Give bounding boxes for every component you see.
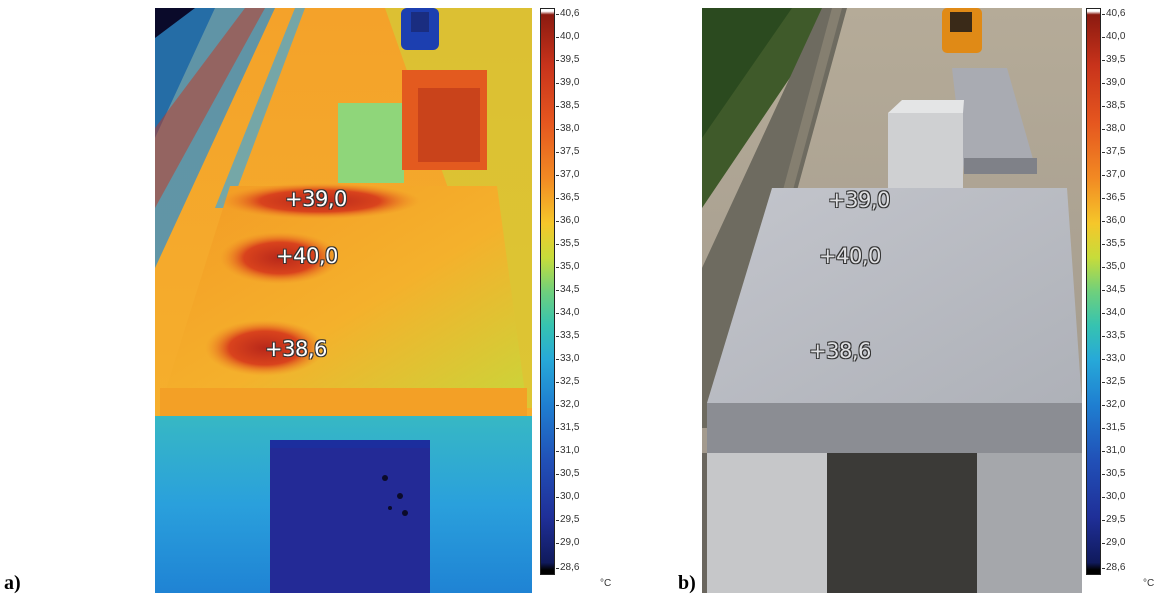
tick-label: 32,0 bbox=[1101, 399, 1126, 410]
spot-temp-1: +39,0 bbox=[828, 188, 890, 212]
tick-label: 37,0 bbox=[555, 169, 580, 180]
tick-label: 32,5 bbox=[555, 376, 580, 387]
photo-scene bbox=[702, 8, 1082, 593]
tick-label: 37,5 bbox=[1101, 146, 1126, 157]
tick-label: 33,0 bbox=[1101, 353, 1126, 364]
tick-label: 40,6 bbox=[555, 8, 580, 19]
tick-label: 40,0 bbox=[555, 31, 580, 42]
tick-label: 31,5 bbox=[1101, 422, 1126, 433]
visual-photo: +39,0 +40,0 +38,6 bbox=[702, 8, 1082, 593]
color-scale-bar-a bbox=[540, 8, 555, 575]
tick-label: 38,0 bbox=[555, 123, 580, 134]
spot-temp-3: +38,6 bbox=[265, 337, 327, 361]
panel-b-label: b) bbox=[678, 572, 696, 594]
panel-a-label: a) bbox=[4, 572, 21, 594]
tick-label: 37,0 bbox=[1101, 169, 1126, 180]
tick-label: 40,0 bbox=[1101, 31, 1126, 42]
tick-label: 35,5 bbox=[555, 238, 580, 249]
tick-label: 29,5 bbox=[555, 514, 580, 525]
tick-label: 34,5 bbox=[1101, 284, 1126, 295]
tick-label: 39,5 bbox=[1101, 54, 1126, 65]
tick-label: 38,5 bbox=[1101, 100, 1126, 111]
tick-label: 33,5 bbox=[1101, 330, 1126, 341]
tick-label: 29,5 bbox=[1101, 514, 1126, 525]
tick-label: 34,0 bbox=[1101, 307, 1126, 318]
tick-label: 36,5 bbox=[555, 192, 580, 203]
spot-temp-2: +40,0 bbox=[276, 244, 338, 268]
tick-label: 36,0 bbox=[555, 215, 580, 226]
tick-label: 32,0 bbox=[555, 399, 580, 410]
tick-label: 35,5 bbox=[1101, 238, 1126, 249]
tick-label: 36,0 bbox=[1101, 215, 1126, 226]
thermal-scene bbox=[155, 8, 532, 593]
tick-label: 32,5 bbox=[1101, 376, 1126, 387]
spot-temp-3: +38,6 bbox=[809, 339, 871, 363]
tick-label: 36,5 bbox=[1101, 192, 1126, 203]
tick-label: 40,6 bbox=[1101, 8, 1126, 19]
color-scale-bar-b bbox=[1086, 8, 1101, 575]
thermal-image: +39,0 +40,0 +38,6 bbox=[155, 8, 532, 593]
tick-label: 37,5 bbox=[555, 146, 580, 157]
tick-label: 31,5 bbox=[555, 422, 580, 433]
tick-label: 31,0 bbox=[555, 445, 580, 456]
tick-label: 35,0 bbox=[1101, 261, 1126, 272]
scale-unit-b: °C bbox=[1143, 578, 1155, 589]
tick-label: 30,5 bbox=[555, 468, 580, 479]
tick-label: 30,0 bbox=[1101, 491, 1126, 502]
tick-label: 30,0 bbox=[555, 491, 580, 502]
tick-label: 28,6 bbox=[1101, 562, 1126, 573]
tick-label: 34,0 bbox=[555, 307, 580, 318]
tick-label: 38,5 bbox=[555, 100, 580, 111]
tick-label: 28,6 bbox=[555, 562, 580, 573]
tick-label: 34,5 bbox=[555, 284, 580, 295]
tick-label: 29,0 bbox=[1101, 537, 1126, 548]
tick-label: 39,0 bbox=[555, 77, 580, 88]
spot-temp-2: +40,0 bbox=[819, 244, 881, 268]
tick-label: 39,5 bbox=[555, 54, 580, 65]
tick-label: 29,0 bbox=[555, 537, 580, 548]
tick-label: 33,0 bbox=[555, 353, 580, 364]
scale-unit-a: °C bbox=[600, 578, 612, 589]
tick-label: 33,5 bbox=[555, 330, 580, 341]
tick-label: 39,0 bbox=[1101, 77, 1126, 88]
spot-temp-1: +39,0 bbox=[285, 187, 347, 211]
tick-label: 35,0 bbox=[555, 261, 580, 272]
tick-label: 30,5 bbox=[1101, 468, 1126, 479]
tick-label: 31,0 bbox=[1101, 445, 1126, 456]
tick-label: 38,0 bbox=[1101, 123, 1126, 134]
